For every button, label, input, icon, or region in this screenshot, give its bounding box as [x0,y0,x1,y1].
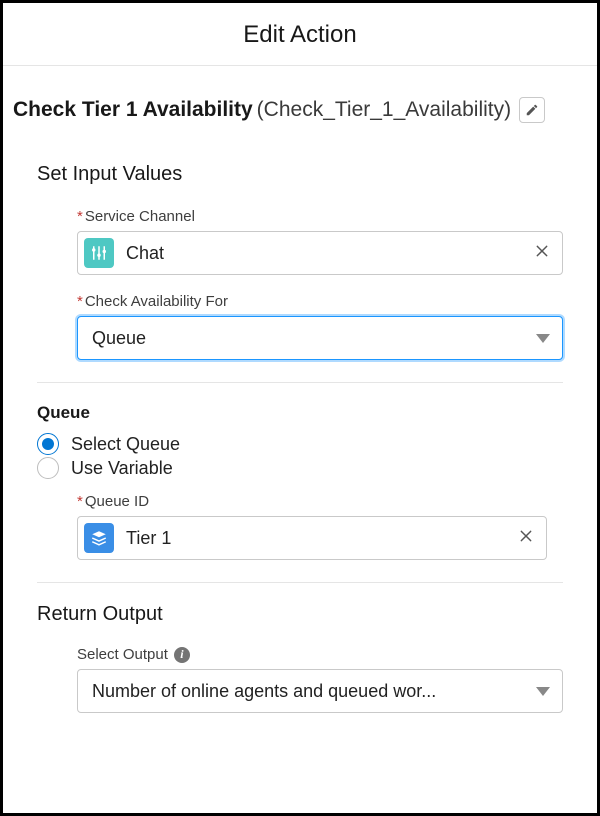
close-icon [534,243,550,259]
select-output-value: Number of online agents and queued wor..… [92,681,436,702]
check-availability-label-row: *Check Availability For [77,293,563,310]
pencil-icon [525,103,539,117]
service-channel-value: Chat [126,243,532,264]
select-output-label: Select Output [77,646,168,663]
action-api-name: (Check_Tier_1_Availability) [257,96,511,123]
clear-queue-id-button[interactable] [516,527,536,550]
field-select-output: Select Output i Number of online agents … [77,646,587,713]
check-availability-label: Check Availability For [85,293,228,310]
radio-icon [37,457,59,479]
required-mark: * [77,493,83,510]
field-queue-id: *Queue ID Tier 1 [77,493,587,560]
edit-label-button[interactable] [519,97,545,123]
select-output-label-row: Select Output i [77,646,563,663]
queue-id-label: Queue ID [85,493,149,510]
queue-subheader: Queue [37,403,587,423]
required-mark: * [77,208,83,225]
service-channel-label: Service Channel [85,208,195,225]
service-channel-label-row: *Service Channel [77,208,563,225]
queue-id-input[interactable]: Tier 1 [77,516,547,560]
chevron-down-icon [536,334,550,343]
queue-icon [84,523,114,553]
action-label: Check Tier 1 Availability [13,96,253,123]
radio-use-variable-label: Use Variable [71,458,173,479]
field-service-channel: *Service Channel Chat [77,208,587,275]
panel-content: Check Tier 1 Availability (Check_Tier_1_… [3,66,597,713]
radio-select-queue[interactable]: Select Queue [37,433,587,455]
section-output-title: Return Output [37,603,587,626]
divider [37,382,563,383]
info-icon[interactable]: i [174,647,190,663]
edit-action-panel: Edit Action Check Tier 1 Availability (C… [0,0,600,816]
service-channel-input[interactable]: Chat [77,231,563,275]
section-input-title: Set Input Values [37,163,587,186]
radio-use-variable[interactable]: Use Variable [37,457,587,479]
clear-service-channel-button[interactable] [532,242,552,265]
check-availability-value: Queue [92,328,146,349]
check-availability-select[interactable]: Queue [77,316,563,360]
action-header: Check Tier 1 Availability (Check_Tier_1_… [13,96,587,123]
panel-title: Edit Action [3,3,597,66]
chevron-down-icon [536,687,550,696]
select-output-select[interactable]: Number of online agents and queued wor..… [77,669,563,713]
divider [37,582,563,583]
sliders-icon [84,238,114,268]
field-check-availability: *Check Availability For Queue [77,293,587,360]
queue-id-value: Tier 1 [126,528,516,549]
queue-mode-radio-group: Select Queue Use Variable [37,433,587,479]
radio-select-queue-label: Select Queue [71,434,180,455]
queue-id-label-row: *Queue ID [77,493,547,510]
close-icon [518,528,534,544]
required-mark: * [77,293,83,310]
radio-icon [37,433,59,455]
